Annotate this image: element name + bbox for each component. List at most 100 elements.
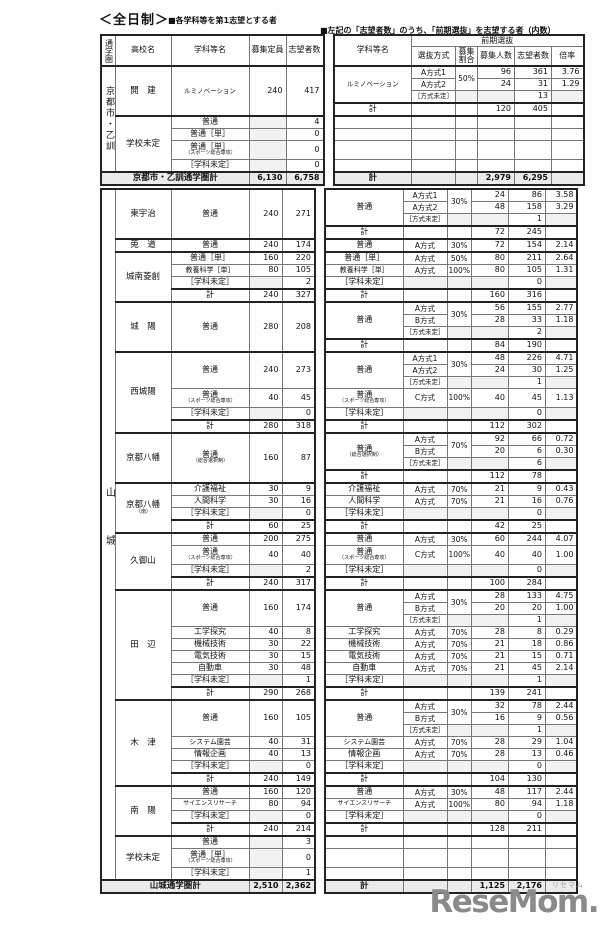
cell: 30% — [446, 785, 472, 799]
table-gap — [315, 602, 325, 615]
value-cell: 1.13 — [544, 388, 579, 408]
sum-label: 計 — [170, 288, 250, 303]
cell — [470, 407, 509, 421]
cell — [470, 835, 509, 849]
cell — [248, 835, 283, 849]
table-gap — [315, 700, 325, 713]
table-gap — [315, 252, 325, 265]
cell: 電気技術 — [170, 650, 250, 663]
value-cell: 280 — [248, 301, 283, 353]
cell — [470, 810, 509, 824]
sum-label: 計 — [324, 338, 404, 353]
cell — [446, 376, 472, 389]
value-cell: 72 — [470, 238, 509, 253]
school-name: 学校未定 — [114, 115, 172, 173]
cell — [324, 835, 404, 849]
value-cell: 405 — [514, 102, 552, 117]
table-gap — [315, 314, 325, 327]
value-cell: 1.29 — [551, 78, 585, 91]
sum-label: 計 — [170, 419, 250, 434]
value-cell: 1 — [507, 213, 546, 227]
value-cell: 8 — [281, 626, 316, 639]
cell — [551, 115, 585, 129]
cell — [446, 326, 472, 340]
cell: 普通 — [170, 532, 250, 546]
value-cell: 1 — [507, 674, 546, 688]
school-name: 学校未定 — [114, 835, 172, 881]
cell — [248, 507, 283, 521]
department-name: 普通［単］ （スポーツ総合専攻） — [170, 140, 250, 160]
cell — [402, 848, 448, 868]
cell: 普通［単］ （スポーツ総合専攻） — [170, 848, 250, 868]
value-cell: 22 — [281, 638, 316, 651]
cell — [402, 469, 448, 484]
table-gap — [315, 798, 325, 811]
cell: システム園芸 — [170, 736, 250, 749]
cell: B方式 — [402, 712, 448, 725]
table-gap — [315, 614, 325, 627]
value-cell: 0 — [507, 564, 546, 578]
value-cell: 40 — [248, 388, 283, 408]
table-gap — [315, 545, 325, 565]
cell — [446, 519, 472, 534]
cell: 70% — [446, 650, 472, 663]
cell: A方式 — [402, 251, 448, 265]
value-cell: 24 — [470, 188, 509, 202]
table-gap — [315, 867, 325, 880]
cell — [544, 674, 579, 688]
cell — [544, 879, 579, 894]
resemom-logo: リセマム ReseMom. — [429, 881, 599, 920]
cell: ［学科未定］ — [170, 760, 250, 774]
value-cell: 160 — [470, 288, 509, 303]
value-cell: 13 — [514, 90, 552, 104]
table-gap — [315, 226, 325, 239]
value-cell: 160 — [248, 699, 283, 737]
col-header-department: 学科等名 — [332, 34, 412, 67]
table-gap — [323, 78, 334, 91]
cell: ［方式未定］ — [402, 457, 448, 471]
cell — [544, 419, 579, 434]
cell — [477, 90, 515, 104]
table-gap — [323, 140, 334, 160]
cell — [446, 276, 472, 290]
department-name: 普通 — [170, 188, 250, 240]
cell: 普通［単］ — [324, 251, 404, 265]
cell — [470, 457, 509, 471]
cell — [446, 457, 472, 471]
value-cell: 42 — [470, 519, 509, 534]
value-cell: 1.00 — [544, 545, 579, 565]
value-cell: 0.76 — [544, 495, 579, 508]
table-gap — [315, 352, 325, 365]
cell: A方式 — [402, 532, 448, 546]
cell: 普通 — [324, 785, 404, 799]
cell — [446, 469, 472, 484]
value-cell: 20 — [470, 445, 509, 458]
cell: 電気技術 — [324, 650, 404, 663]
sum-label: 計 — [170, 576, 250, 591]
cell — [402, 288, 448, 303]
value-cell: 6 — [507, 445, 546, 458]
cell — [446, 564, 472, 578]
cell: A方式 — [402, 638, 448, 651]
recruit-ratio: 50% — [455, 65, 478, 91]
value-cell: 18 — [507, 638, 546, 651]
value-cell: 80 — [248, 264, 283, 277]
selection-method: A方式2 — [411, 78, 456, 91]
value-cell: 2.44 — [544, 785, 579, 799]
cell: 70% — [446, 662, 472, 675]
cell — [455, 171, 478, 186]
sum-label: 計 — [324, 686, 404, 701]
value-cell: 40 — [470, 388, 509, 408]
value-cell: 48 — [470, 201, 509, 214]
department-name: 普通［単］ — [170, 128, 250, 141]
cell — [402, 507, 448, 521]
value-cell: 24 — [470, 364, 509, 377]
cell — [455, 159, 478, 173]
cell: B方式 — [402, 602, 448, 615]
cell — [446, 288, 472, 303]
value-cell: 33 — [507, 314, 546, 327]
department-subtitle: （総合選択制） — [192, 458, 228, 465]
value-cell: 6,130 — [248, 171, 287, 186]
value-cell: 2.64 — [544, 251, 579, 265]
cell: ［学科未定］ — [170, 407, 250, 421]
